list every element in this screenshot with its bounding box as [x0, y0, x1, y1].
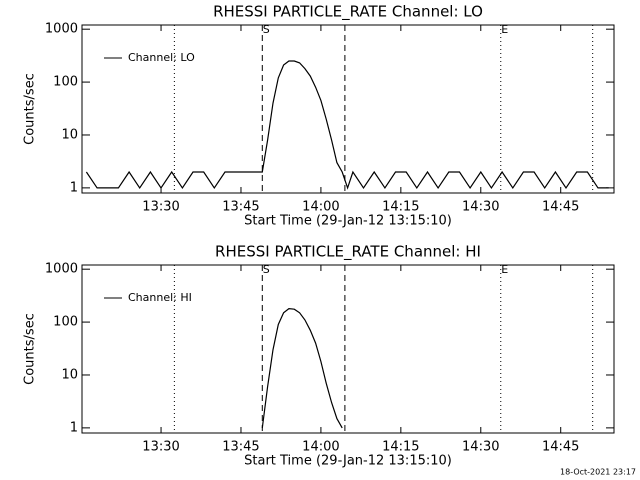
plot-frame — [81, 24, 615, 194]
data-line — [261, 307, 343, 429]
x-tick-label: 14:45 — [542, 200, 579, 215]
x-tick-label: 13:30 — [142, 440, 179, 455]
y-tick-label: 100 — [53, 315, 78, 330]
x-tick-label: 14:15 — [382, 440, 419, 455]
x-tick-label: 14:00 — [302, 200, 339, 215]
y-axis-label: Counts/sec — [23, 313, 38, 385]
x-tick-label: 14:00 — [302, 440, 339, 455]
y-tick-label: 1 — [70, 420, 78, 435]
x-tick-label: 14:45 — [542, 440, 579, 455]
y-tick-label: 10 — [61, 367, 78, 382]
y-tick-label: 10 — [61, 127, 78, 142]
annotation: S — [263, 23, 270, 36]
x-tick-label: 14:30 — [462, 200, 499, 215]
y-tick-label: 1000 — [45, 22, 78, 37]
x-tick-label: 13:45 — [222, 440, 259, 455]
legend-label: Channel: HI — [128, 291, 192, 304]
legend-label: Channel: LO — [128, 51, 195, 64]
annotation: E — [501, 263, 508, 276]
y-tick-label: 1 — [70, 180, 78, 195]
chart-title: RHESSI PARTICLE_RATE Channel: HI — [215, 243, 481, 262]
x-tick-label: 13:30 — [142, 200, 179, 215]
x-tick-label: 13:45 — [222, 200, 259, 215]
annotation: S — [263, 263, 270, 276]
plot-frame — [81, 264, 615, 434]
y-tick-label: 1000 — [45, 262, 78, 277]
chart-title: RHESSI PARTICLE_RATE Channel: LO — [213, 3, 483, 22]
footer: 18-Oct-2021 23:17 — [560, 468, 636, 477]
x-axis-label: Start Time (29-Jan-12 13:15:10) — [244, 214, 452, 229]
annotation: E — [501, 23, 508, 36]
x-axis-label: Start Time (29-Jan-12 13:15:10) — [244, 454, 452, 469]
x-tick-label: 14:15 — [382, 200, 419, 215]
y-tick-label: 100 — [53, 75, 78, 90]
y-axis-label: Counts/sec — [23, 73, 38, 145]
data-line — [85, 60, 609, 190]
x-tick-label: 14:30 — [462, 440, 499, 455]
